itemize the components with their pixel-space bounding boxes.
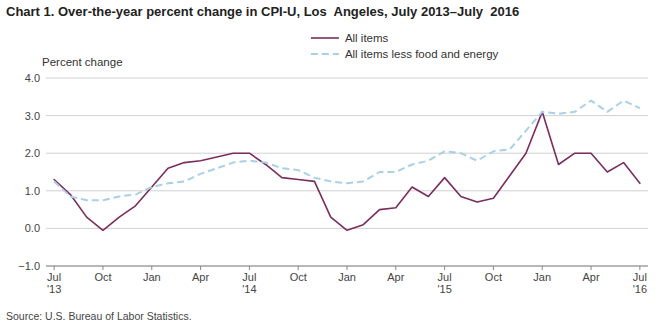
- x-tick-label-line: '13: [47, 283, 61, 295]
- legend-label: All items: [345, 32, 389, 44]
- legend-label: All items less food and energy: [345, 48, 499, 60]
- x-tick-label: Jul'14: [242, 271, 256, 295]
- x-tick-label-line: Jul: [633, 271, 647, 283]
- grid-line: [46, 78, 648, 79]
- x-tick-label: Apr: [582, 271, 599, 283]
- x-tick-label-line: Apr: [582, 271, 599, 283]
- x-tick-label: Jul'15: [437, 271, 451, 295]
- title: Chart 1. Over-the-year percent change in…: [6, 4, 519, 19]
- chart: Chart 1. Over-the-year percent change in…: [0, 0, 659, 326]
- x-tick: [444, 266, 445, 270]
- x-tick-label: Oct: [94, 271, 111, 283]
- grid-line: [46, 153, 648, 154]
- x-tick-label: Apr: [387, 271, 404, 283]
- x-tick-label: Jan: [533, 271, 551, 283]
- x-tick-label-line: Apr: [192, 271, 209, 283]
- x-tick: [493, 266, 494, 270]
- x-tick-label-line: Jul: [438, 271, 452, 283]
- x-tick: [249, 266, 250, 270]
- grid-line: [46, 190, 648, 191]
- x-tick: [54, 266, 55, 270]
- source: Source: U.S. Bureau of Labor Statistics.: [6, 310, 192, 322]
- x-tick-label: Apr: [192, 271, 209, 283]
- x-tick-label-line: Apr: [387, 271, 404, 283]
- x-tick-label-line: '15: [437, 283, 451, 295]
- x-tick-label-line: Jan: [533, 271, 551, 283]
- x-tick-label-line: Oct: [290, 271, 307, 283]
- grid-line: [46, 228, 648, 229]
- y-tick-label: 1.0: [25, 185, 40, 197]
- x-tick-label: Jul'16: [633, 271, 647, 295]
- plot-area: [54, 101, 640, 231]
- x-tick: [395, 266, 396, 270]
- x-tick-label-line: Jul: [47, 271, 61, 283]
- x-tick-label: Oct: [485, 271, 502, 283]
- series-line: [54, 112, 640, 230]
- x-tick: [347, 266, 348, 270]
- y-label: Percent change: [42, 56, 123, 68]
- x-tick-label-line: '16: [633, 283, 647, 295]
- x-tick-label: Jan: [338, 271, 356, 283]
- y-tick-label: 0.0: [25, 222, 40, 234]
- x-tick-label-line: Oct: [94, 271, 111, 283]
- x-tick-label: Jul'13: [47, 271, 61, 295]
- y-tick-label: 2.0: [25, 147, 40, 159]
- y-tick-label: 3.0: [25, 110, 40, 122]
- x-tick-label-line: Jan: [338, 271, 356, 283]
- series-line: [54, 101, 640, 201]
- legend-swatch: [311, 53, 339, 55]
- legend: All items All items less food and energy: [311, 32, 499, 60]
- x-tick: [298, 266, 299, 270]
- y-tick-label: −1.0: [18, 260, 40, 272]
- x-tick: [102, 266, 103, 270]
- x-tick-label: Oct: [290, 271, 307, 283]
- x-tick: [151, 266, 152, 270]
- x-tick: [591, 266, 592, 270]
- x-tick-label-line: Jul: [242, 271, 256, 283]
- grid-line: [46, 115, 648, 116]
- y-tick-label: 4.0: [25, 72, 40, 84]
- x-tick-label-line: Jan: [143, 271, 161, 283]
- x-tick: [542, 266, 543, 270]
- x-tick: [639, 266, 640, 270]
- x-tick-label-line: Oct: [485, 271, 502, 283]
- x-tick-label: Jan: [143, 271, 161, 283]
- legend-swatch: [311, 37, 339, 39]
- x-tick: [200, 266, 201, 270]
- x-tick-label-line: '14: [242, 283, 256, 295]
